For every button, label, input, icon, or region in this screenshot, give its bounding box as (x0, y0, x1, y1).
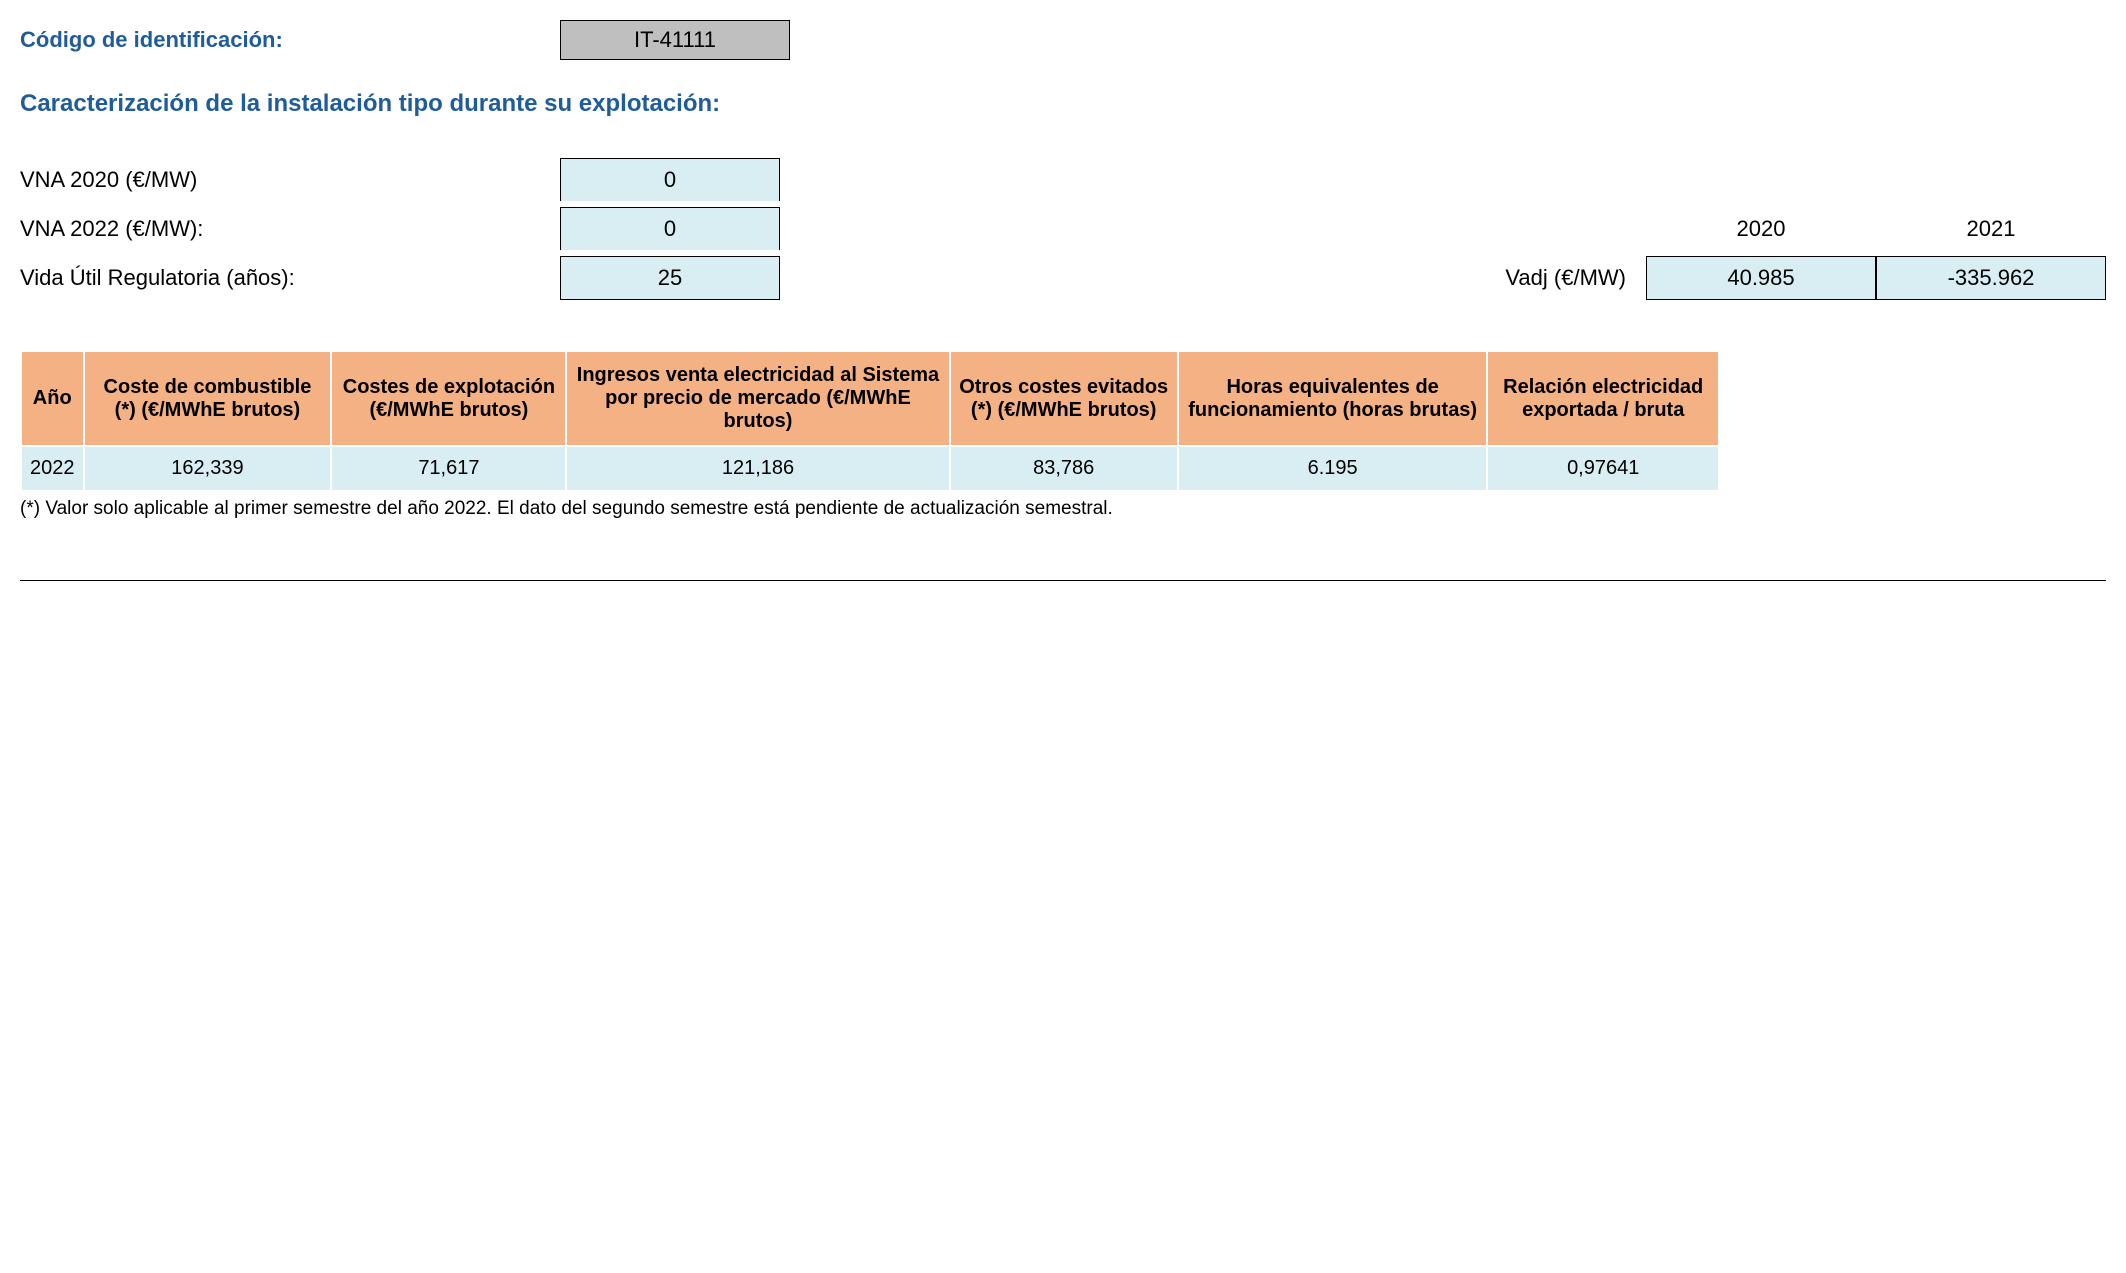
col-income: Ingresos venta electricidad al Sistema p… (566, 351, 949, 446)
vida-label: Vida Útil Regulatoria (años): (20, 265, 560, 291)
vna2022-label: VNA 2022 (€/MW): (20, 216, 560, 242)
col-hours: Horas equivalentes de funcionamiento (ho… (1178, 351, 1488, 446)
cell-year: 2022 (21, 446, 84, 491)
table-row: 2022 162,339 71,617 121,186 83,786 6.195… (21, 446, 1719, 491)
id-label: Código de identificación: (20, 27, 560, 53)
vadj-value-1: 40.985 (1646, 256, 1876, 300)
vna2020-value: 0 (560, 158, 780, 201)
cell-ratio: 0,97641 (1487, 446, 1719, 491)
cell-income: 121,186 (566, 446, 949, 491)
vna2020-label: VNA 2020 (€/MW) (20, 167, 560, 193)
vadj-label: Vadj (€/MW) (1505, 265, 1626, 291)
section-title: Caracterización de la instalación tipo d… (20, 90, 2106, 118)
footnote: (*) Valor solo aplicable al primer semes… (20, 498, 2106, 520)
vadj-wrap: Vadj (€/MW) 40.985 -335.962 (1505, 256, 2106, 300)
data-table: Año Coste de combustible (*) (€/MWhE bru… (20, 350, 1720, 492)
table-header-row: Año Coste de combustible (*) (€/MWhE bru… (21, 351, 1719, 446)
vna2022-value: 0 (560, 207, 780, 250)
cell-avoided-cost: 83,786 (950, 446, 1178, 491)
col-avoided-cost: Otros costes evitados (*) (€/MWhE brutos… (950, 351, 1178, 446)
vadj-year-2: 2021 (1876, 216, 2106, 242)
vna2022-row: VNA 2022 (€/MW): 0 2020 2021 (20, 207, 2106, 250)
vida-row: Vida Útil Regulatoria (años): 25 Vadj (€… (20, 256, 2106, 300)
vna2020-row: VNA 2020 (€/MW) 0 (20, 158, 2106, 201)
vadj-year-headers: 2020 2021 (1646, 216, 2106, 242)
cell-hours: 6.195 (1178, 446, 1488, 491)
cell-op-cost: 71,617 (331, 446, 566, 491)
separator-line (20, 580, 2106, 581)
vadj-year-1: 2020 (1646, 216, 1876, 242)
vida-value: 25 (560, 256, 780, 300)
col-ratio: Relación electricidad exportada / bruta (1487, 351, 1719, 446)
col-year: Año (21, 351, 84, 446)
col-op-cost: Costes de explotación (€/MWhE brutos) (331, 351, 566, 446)
col-fuel-cost: Coste de combustible (*) (€/MWhE brutos) (84, 351, 332, 446)
cell-fuel-cost: 162,339 (84, 446, 332, 491)
id-row: Código de identificación: IT-41111 (20, 20, 2106, 60)
id-value-box: IT-41111 (560, 20, 790, 60)
vadj-value-2: -335.962 (1876, 256, 2106, 300)
